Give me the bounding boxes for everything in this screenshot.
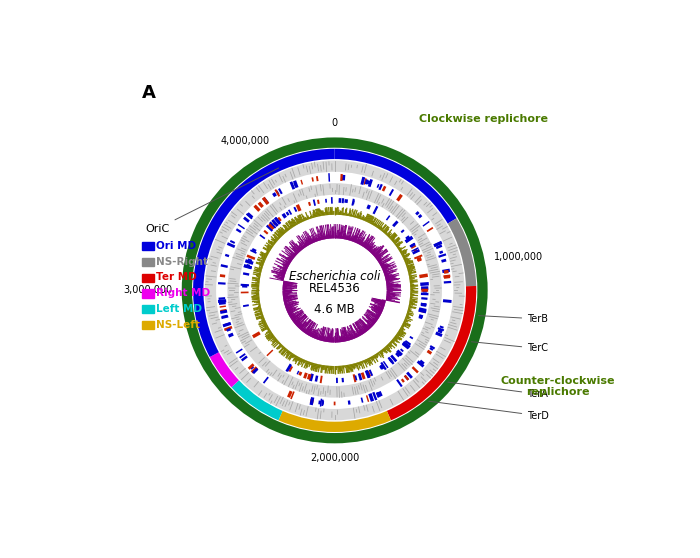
- FancyBboxPatch shape: [142, 290, 153, 297]
- Wedge shape: [387, 286, 476, 420]
- Text: OriC: OriC: [146, 168, 279, 233]
- Wedge shape: [335, 149, 456, 224]
- Text: Clockwise replichore: Clockwise replichore: [419, 113, 548, 123]
- FancyBboxPatch shape: [142, 305, 153, 314]
- Wedge shape: [182, 137, 488, 444]
- Wedge shape: [228, 183, 442, 398]
- Wedge shape: [448, 218, 476, 286]
- FancyBboxPatch shape: [142, 321, 153, 329]
- Text: 3,000,000: 3,000,000: [123, 285, 172, 295]
- Text: TerD: TerD: [429, 401, 549, 421]
- Text: 2,000,000: 2,000,000: [310, 453, 359, 463]
- Text: TerB: TerB: [479, 314, 548, 324]
- Wedge shape: [279, 411, 391, 432]
- FancyBboxPatch shape: [142, 273, 153, 282]
- Text: REL4536: REL4536: [309, 282, 360, 295]
- Text: Right MD: Right MD: [156, 288, 210, 298]
- Text: Ter MD: Ter MD: [156, 272, 197, 282]
- Text: 4.6 MB: 4.6 MB: [314, 303, 355, 316]
- Wedge shape: [232, 380, 283, 420]
- Wedge shape: [210, 352, 239, 387]
- Text: 0: 0: [332, 118, 338, 128]
- Text: NS-Right: NS-Right: [156, 257, 208, 267]
- FancyBboxPatch shape: [142, 258, 153, 266]
- Text: 4,000,000: 4,000,000: [221, 136, 270, 146]
- Text: NS-Left: NS-Left: [156, 320, 199, 330]
- Text: Ori MD: Ori MD: [156, 240, 196, 251]
- Text: Left MD: Left MD: [156, 304, 202, 314]
- Wedge shape: [205, 161, 465, 420]
- Text: 1,000,000: 1,000,000: [494, 252, 543, 262]
- Text: TerC: TerC: [471, 341, 548, 353]
- FancyBboxPatch shape: [142, 242, 153, 250]
- Wedge shape: [193, 149, 335, 357]
- Text: Counter-clockwise
replichore: Counter-clockwise replichore: [501, 376, 615, 397]
- Text: A: A: [142, 84, 156, 102]
- Text: Escherichia coli: Escherichia coli: [289, 270, 380, 283]
- Text: TerA: TerA: [448, 382, 548, 399]
